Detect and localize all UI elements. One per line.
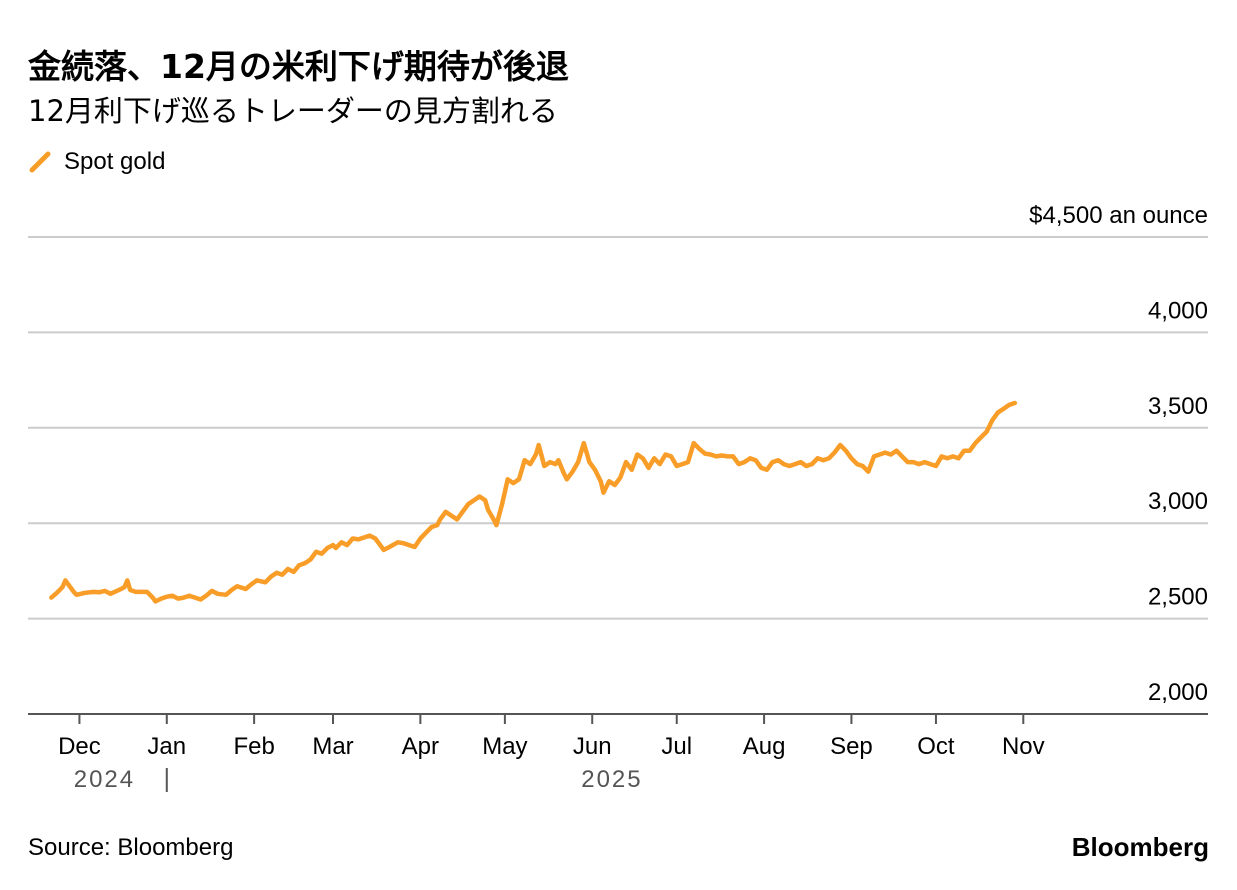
brand-logo: Bloomberg bbox=[1071, 832, 1209, 862]
x-tick-label: Oct bbox=[917, 733, 955, 760]
x-tick-label: Jul bbox=[661, 733, 692, 760]
y-tick-label: 4,000 bbox=[1148, 297, 1208, 324]
x-tick-label: Aug bbox=[743, 733, 786, 760]
gridlines bbox=[28, 236, 1208, 620]
y-tick-label: 3,500 bbox=[1148, 393, 1208, 420]
source-note: Source: Bloomberg bbox=[28, 834, 234, 861]
year-label: 2025 bbox=[581, 766, 642, 793]
x-tick-label: Jan bbox=[147, 733, 186, 760]
y-tick-label: 2,500 bbox=[1148, 584, 1208, 611]
y-tick-label: $4,500 an ounce bbox=[1029, 202, 1208, 229]
y-tick-label: 3,000 bbox=[1148, 488, 1208, 515]
x-tick-label: Mar bbox=[312, 733, 353, 760]
legend-swatch-icon bbox=[29, 151, 51, 173]
series-line-spot-gold bbox=[49, 400, 1018, 604]
chart-subtitle: 12月利下げ巡るトレーダーの見方割れる bbox=[28, 94, 558, 128]
year-label: 2024 bbox=[74, 766, 135, 793]
y-axis: $4,500 an ounce 4,000 3,500 3,000 2,500 2,000 bbox=[1029, 202, 1208, 706]
chart-title: 金続落、12月の米利下げ期待が後退 bbox=[28, 47, 569, 86]
x-tick-label: Apr bbox=[402, 733, 439, 760]
x-tick-label: Feb bbox=[233, 733, 274, 760]
x-tick-label: Dec bbox=[58, 733, 101, 760]
y-tick-label: 2,000 bbox=[1148, 679, 1208, 706]
legend: Spot gold bbox=[28, 148, 165, 176]
x-axis: Dec Jan Feb Mar Apr May Jun Jul Aug Sep Oct Nov 2024… bbox=[28, 713, 1208, 793]
x-tick-label: May bbox=[482, 733, 527, 760]
series-layer bbox=[49, 400, 1018, 604]
x-tick-label: Jun bbox=[573, 733, 612, 760]
legend-label: Spot gold bbox=[64, 148, 166, 175]
x-tick-label: Sep bbox=[830, 733, 873, 760]
x-tick-label: Nov bbox=[1002, 733, 1045, 760]
